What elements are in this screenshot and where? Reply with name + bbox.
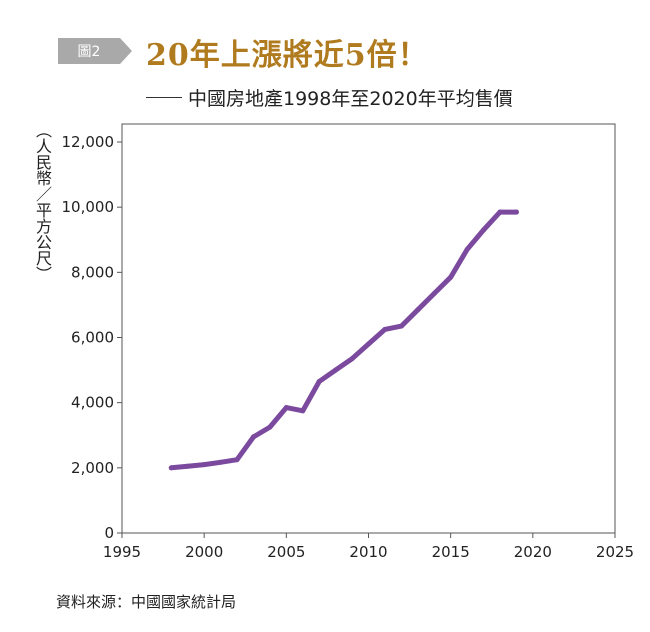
source-note: 資料來源：中國國家統計局	[56, 593, 237, 611]
y-axis-label: （人民幣／平方公尺）	[33, 122, 52, 282]
plot-frame	[121, 123, 616, 534]
data-point	[201, 462, 207, 468]
y-tick-label: 2,000	[71, 459, 114, 477]
x-tick-label: 2015	[432, 543, 470, 561]
data-point	[431, 291, 437, 297]
data-point	[316, 378, 322, 384]
data-point	[267, 424, 273, 430]
data-point	[398, 323, 404, 329]
x-tick-label: 2010	[349, 543, 387, 561]
y-tick-label: 4,000	[71, 394, 114, 412]
data-point	[168, 465, 174, 471]
data-point	[464, 247, 470, 253]
y-tick-label: 0	[104, 524, 114, 542]
data-point	[415, 307, 421, 313]
data-point	[497, 209, 503, 215]
x-tick-label: 2000	[185, 543, 223, 561]
data-point	[234, 457, 240, 463]
data-point	[300, 408, 306, 414]
data-point	[185, 463, 191, 469]
x-tick-label: 2005	[267, 543, 305, 561]
data-point	[349, 356, 355, 362]
y-tick-label: 12,000	[62, 133, 115, 151]
x-tick-label: 1995	[103, 543, 141, 561]
y-tick-label: 6,000	[71, 329, 114, 347]
figure-badge-label: 圖2	[78, 44, 101, 60]
series-line	[168, 209, 519, 471]
data-point	[448, 274, 454, 280]
x-tick-label: 2025	[596, 543, 634, 561]
data-point	[513, 209, 519, 215]
chart-title: 20年上漲將近5倍！	[146, 38, 429, 73]
data-point	[283, 405, 289, 411]
data-point	[218, 459, 224, 465]
figure-badge: 圖2	[58, 38, 132, 64]
data-point	[481, 227, 487, 233]
y-tick-label: 8,000	[71, 263, 114, 281]
data-point	[382, 326, 388, 332]
x-tick-label: 2020	[514, 543, 552, 561]
data-point	[333, 367, 339, 373]
data-point	[250, 434, 256, 440]
data-point	[366, 341, 371, 347]
subtitle-row: 中國房地產1998年至2020年平均售價	[146, 84, 513, 111]
y-tick-label: 10,000	[62, 198, 115, 216]
subtitle-dash	[146, 97, 182, 98]
chart-subtitle: 中國房地產1998年至2020年平均售價	[188, 88, 513, 110]
